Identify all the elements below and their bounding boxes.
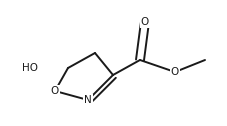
Text: O: O bbox=[170, 67, 178, 77]
Text: O: O bbox=[140, 17, 148, 27]
Text: HO: HO bbox=[22, 63, 38, 73]
Text: N: N bbox=[84, 95, 91, 105]
Text: O: O bbox=[51, 86, 59, 96]
